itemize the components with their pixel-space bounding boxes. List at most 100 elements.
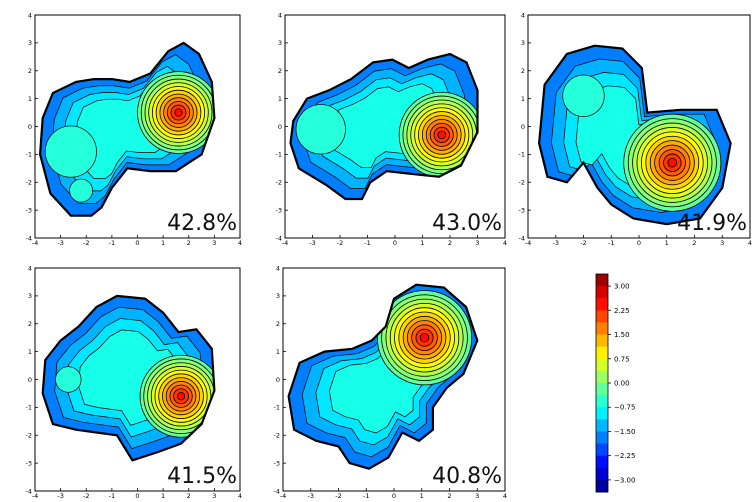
y-tick-label: 2 <box>521 67 525 75</box>
y-tick-label: 2 <box>278 67 282 75</box>
x-tick-label: 2 <box>692 239 696 247</box>
x-tick-label: 1 <box>420 239 424 247</box>
colorbar-tick-label: −1.50 <box>614 428 635 436</box>
y-tick-label: -3 <box>519 206 525 214</box>
colorbar-segment <box>596 443 608 457</box>
x-tick-label: 3 <box>720 239 724 247</box>
x-tick-label: -2 <box>580 239 586 247</box>
percent-label: 42.8% <box>167 211 237 236</box>
colorbar-segment <box>596 467 608 481</box>
y-tick-label: 2 <box>276 320 280 328</box>
x-tick-label: 0 <box>135 239 139 247</box>
x-tick-label: -3 <box>308 492 314 498</box>
colorbar-tick-label: −0.75 <box>614 404 635 412</box>
peak-ring <box>437 130 447 140</box>
y-tick-label: -4 <box>26 234 32 242</box>
y-tick-label: -1 <box>274 404 280 412</box>
colorbar-segment <box>596 322 608 336</box>
x-tick-label: -3 <box>57 492 63 498</box>
colorbar-segment <box>596 298 608 311</box>
y-tick-label: 0 <box>278 123 282 131</box>
peak-ring <box>176 392 186 401</box>
minor-well <box>55 366 82 393</box>
x-tick-label: 4 <box>503 239 507 247</box>
y-tick-label: -4 <box>26 487 32 495</box>
colorbar-segment <box>596 479 608 493</box>
y-tick-label: -2 <box>276 179 282 187</box>
colorbar-segment <box>596 358 608 372</box>
x-tick-label: -4 <box>525 239 531 247</box>
y-tick-label: 1 <box>276 348 280 356</box>
minor-well <box>44 125 97 178</box>
x-tick-label: -1 <box>109 239 115 247</box>
x-tick-label: 4 <box>503 492 507 498</box>
minor-well <box>562 74 605 118</box>
colorbar-tick-label: −2.25 <box>614 452 635 460</box>
y-tick-label: 1 <box>521 95 525 103</box>
colorbar: 3.00 2.25 1.50 0.75 0.00 −0.75 −1.50 −2.25 −3.00 <box>595 273 635 493</box>
y-tick-label: 3 <box>28 39 32 47</box>
colorbar-tick-label: −3.00 <box>614 476 635 484</box>
filled-contours <box>539 45 731 225</box>
region-outline <box>537 44 732 226</box>
peak-ring <box>419 332 430 343</box>
y-tick-label: -4 <box>274 487 280 495</box>
y-tick-label: -2 <box>26 432 32 440</box>
colorbar-segment <box>596 407 608 420</box>
percent-label: 41.9% <box>677 211 747 236</box>
peak-ring <box>174 108 183 117</box>
x-tick-label: -1 <box>363 492 369 498</box>
minor-well <box>295 104 346 155</box>
y-tick-label: -2 <box>274 432 280 440</box>
x-tick-label: -1 <box>608 239 614 247</box>
y-tick-label: -1 <box>276 151 282 159</box>
percent-label: 43.0% <box>432 211 502 236</box>
y-tick-label: -3 <box>274 459 280 467</box>
x-tick-label: 2 <box>187 239 191 247</box>
x-tick-label: 0 <box>392 492 396 498</box>
x-tick-label: 3 <box>475 492 479 498</box>
colorbar-tick-label: 0.75 <box>614 355 630 363</box>
filled-contours <box>290 54 478 199</box>
colorbar-segment <box>596 274 608 287</box>
x-tick-label: 3 <box>212 492 216 498</box>
x-tick-label: -1 <box>364 239 370 247</box>
x-tick-label: -2 <box>337 239 343 247</box>
x-tick-label: 1 <box>161 492 165 498</box>
x-tick-label: -2 <box>83 492 89 498</box>
x-tick-label: 4 <box>748 239 752 247</box>
x-tick-label: -2 <box>335 492 341 498</box>
x-tick-label: -4 <box>32 239 38 247</box>
y-tick-label: -1 <box>519 151 525 159</box>
y-tick-label: -1 <box>26 151 32 159</box>
y-tick-label: 2 <box>28 67 32 75</box>
colorbar-segment <box>596 419 608 432</box>
x-tick-label: 1 <box>161 239 165 247</box>
y-tick-label: 4 <box>521 11 525 19</box>
y-tick-label: -3 <box>276 206 282 214</box>
x-tick-label: 0 <box>393 239 397 247</box>
x-tick-label: 0 <box>637 239 641 247</box>
y-tick-label: 3 <box>28 292 32 300</box>
y-tick-label: 0 <box>276 376 280 384</box>
y-tick-label: 3 <box>521 39 525 47</box>
y-tick-label: -2 <box>26 179 32 187</box>
y-tick-label: 3 <box>276 292 280 300</box>
colorbar-segment <box>596 310 608 323</box>
y-tick-label: -3 <box>26 206 32 214</box>
region-outline <box>287 283 479 470</box>
x-tick-label: -3 <box>553 239 559 247</box>
x-tick-label: 1 <box>665 239 669 247</box>
y-tick-label: 4 <box>28 11 32 19</box>
y-tick-label: 0 <box>28 123 32 131</box>
colorbar-segment <box>596 395 608 408</box>
y-tick-label: -3 <box>26 459 32 467</box>
y-tick-label: -4 <box>519 234 525 242</box>
region-outline <box>38 41 216 217</box>
colorbar-segment <box>596 334 608 348</box>
x-tick-label: -2 <box>83 239 89 247</box>
colorbar-tick-label: 1.50 <box>614 331 630 339</box>
